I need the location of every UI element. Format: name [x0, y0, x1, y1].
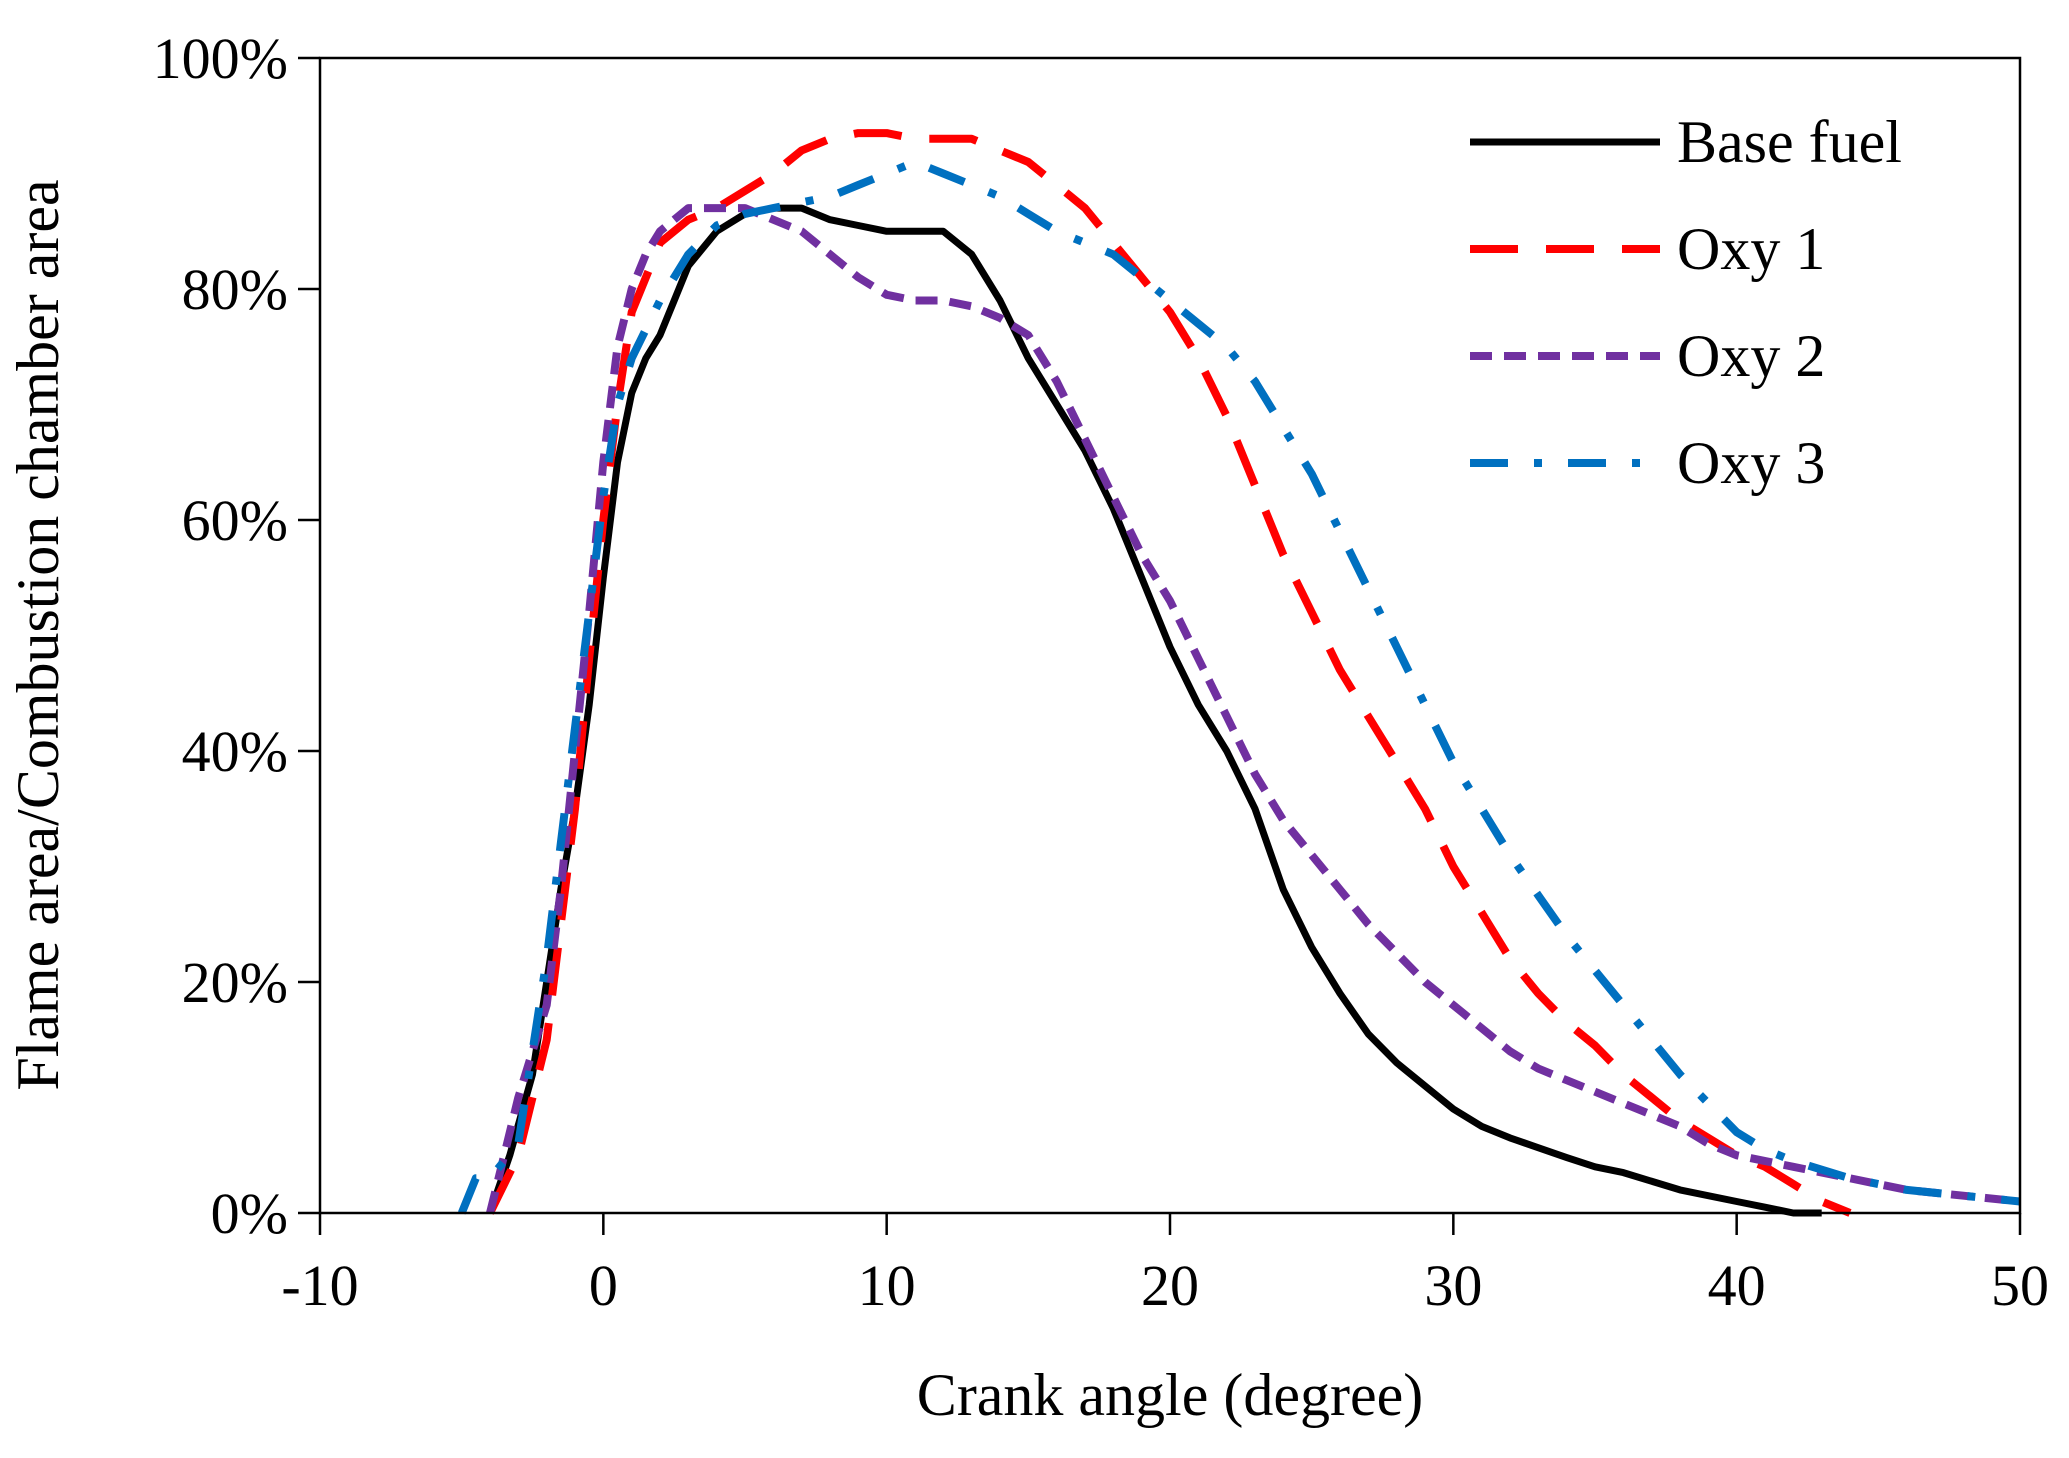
legend-label: Oxy 2 [1677, 323, 1825, 389]
series-layer [457, 129, 2021, 1217]
x-tick-label: 50 [1991, 1253, 2049, 1318]
legend-label: Oxy 1 [1677, 216, 1825, 282]
x-tick-label: 0 [589, 1253, 618, 1318]
x-tick-label: 30 [1424, 1253, 1482, 1318]
legend-item-2: Oxy 1 [1470, 216, 1825, 282]
legend-label: Base fuel [1677, 109, 1902, 175]
y-tick-label: 0% [211, 1181, 288, 1246]
series-line-4 [457, 158, 2021, 1215]
y-tick-labels: 0% 20% 40% 60% 80% 100% [153, 26, 288, 1246]
x-tick-label: -10 [281, 1253, 358, 1318]
legend-item-1: Base fuel [1470, 109, 1902, 175]
y-axis-title: Flame area/Combustion chamber area [5, 179, 71, 1090]
legend: Base fuel Oxy 1 Oxy 2 Oxy 3 [1470, 109, 1902, 496]
y-tick-label: 80% [182, 257, 288, 322]
y-tick-label: 60% [182, 488, 288, 553]
series-line-2 [486, 129, 1852, 1217]
x-axis-title: Crank angle (degree) [917, 1362, 1423, 1428]
axis-layer [298, 56, 2022, 1235]
x-tick-label: 40 [1708, 1253, 1766, 1318]
x-tick-label: 10 [858, 1253, 916, 1318]
y-tick-label: 100% [153, 26, 288, 91]
y-tick-label: 40% [182, 719, 288, 784]
legend-item-3: Oxy 2 [1470, 323, 1825, 389]
x-tick-label: 20 [1141, 1253, 1199, 1318]
series-line-3 [486, 204, 2021, 1214]
x-tick-labels: -10 0 10 20 30 40 50 [281, 1253, 2049, 1318]
legend-label: Oxy 3 [1677, 430, 1825, 496]
y-tick-label: 20% [182, 950, 288, 1015]
legend-item-4: Oxy 3 [1470, 430, 1825, 496]
